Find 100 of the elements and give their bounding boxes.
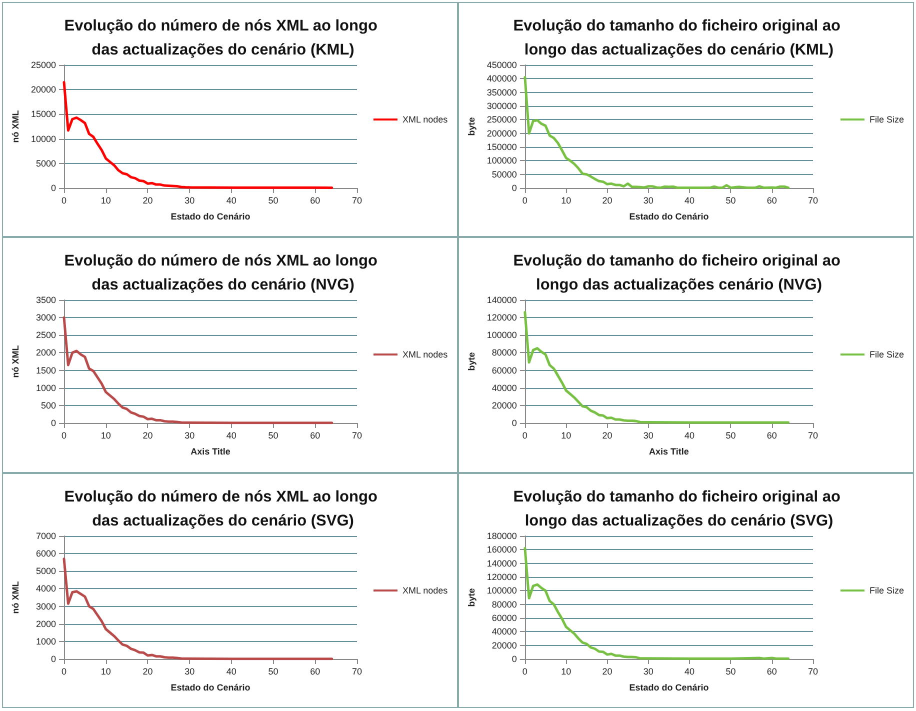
y-tick-label: 500 xyxy=(40,400,56,411)
y-tick-label: 3500 xyxy=(36,295,56,306)
y-tick-label: 40000 xyxy=(492,626,517,636)
y-tick-label: 60000 xyxy=(492,612,517,623)
y-tick-label: 1000 xyxy=(36,383,56,394)
x-tick-label: 50 xyxy=(268,430,278,441)
x-axis-title: Axis Title xyxy=(190,446,230,457)
x-tick-label: 60 xyxy=(310,196,320,206)
y-tick-label: 3000 xyxy=(36,312,56,323)
y-tick-label: 80000 xyxy=(492,598,517,609)
y-axis-title: nó XML xyxy=(10,110,20,143)
y-tick-label: 0 xyxy=(512,654,517,664)
x-tick-label: 0 xyxy=(61,666,67,676)
y-tick-label: 3000 xyxy=(36,600,56,611)
legend-label: File Size xyxy=(869,585,904,596)
y-tick-label: 120000 xyxy=(486,572,517,582)
x-tick-label: 70 xyxy=(352,430,362,441)
x-tick-label: 70 xyxy=(808,430,818,441)
y-tick-label: 5000 xyxy=(36,158,56,168)
y-axis-title: byte xyxy=(466,117,476,136)
y-tick-label: 150000 xyxy=(486,142,517,152)
x-tick-label: 30 xyxy=(184,196,195,206)
y-tick-label: 80000 xyxy=(492,348,517,358)
y-tick-label: 2000 xyxy=(36,348,56,358)
x-tick-label: 60 xyxy=(310,666,320,676)
y-axis-title: byte xyxy=(466,588,476,606)
y-tick-label: 160000 xyxy=(486,544,517,554)
y-tick-label: 0 xyxy=(512,418,517,428)
x-tick-label: 30 xyxy=(184,430,195,441)
y-tick-label: 200000 xyxy=(486,128,517,138)
line-series xyxy=(524,76,790,189)
x-axis-title: Estado do Cenário xyxy=(170,682,251,692)
y-tick-label: 0 xyxy=(50,418,56,428)
chart-title: Evolução do tamanho do ficheiro original ao longo das actualizações do cenário (KML) xyxy=(513,18,845,58)
x-tick-label: 70 xyxy=(352,666,362,676)
x-tick-label: 20 xyxy=(142,430,153,441)
y-tick-label: 1000 xyxy=(36,636,56,646)
x-tick-label: 30 xyxy=(643,196,654,206)
y-tick-label: 400000 xyxy=(486,74,517,84)
x-tick-label: 70 xyxy=(352,196,362,206)
x-tick-label: 0 xyxy=(61,196,67,206)
y-tick-label: 140000 xyxy=(486,295,517,306)
x-tick-label: 30 xyxy=(643,430,654,441)
y-tick-label: 250000 xyxy=(486,114,517,125)
x-tick-label: 0 xyxy=(61,430,67,441)
x-axis-title: Axis Title xyxy=(649,446,689,457)
x-tick-label: 50 xyxy=(268,666,278,676)
x-tick-label: 50 xyxy=(726,430,736,441)
legend-label: XML nodes xyxy=(402,350,448,360)
x-tick-label: 40 xyxy=(684,666,695,676)
chart-title: Evolução do número de nós XML ao longo das actualizações do cenário (KML) xyxy=(64,18,382,58)
y-tick-label: 5000 xyxy=(36,566,56,576)
x-tick-label: 0 xyxy=(522,666,528,676)
y-tick-label: 10000 xyxy=(30,134,56,144)
y-tick-label: 6000 xyxy=(36,548,56,558)
x-axis-title: Estado do Cenário xyxy=(629,212,710,222)
x-tick-label: 20 xyxy=(142,666,153,676)
y-tick-label: 20000 xyxy=(492,400,517,411)
y-tick-label: 7000 xyxy=(36,530,56,541)
x-tick-label: 50 xyxy=(726,666,736,676)
y-tick-label: 50000 xyxy=(492,169,517,180)
x-tick-label: 40 xyxy=(684,430,695,441)
y-tick-label: 0 xyxy=(50,654,56,664)
chart-title: Evolução do número de nós XML ao longo das actualizações do cenário (SVG) xyxy=(64,488,382,530)
y-tick-label: 0 xyxy=(512,183,517,193)
line-series xyxy=(524,546,790,660)
x-axis-title: Estado do Cenário xyxy=(170,212,251,222)
y-tick-label: 20000 xyxy=(492,640,517,650)
y-tick-label: 180000 xyxy=(486,530,517,541)
x-tick-label: 10 xyxy=(561,196,572,206)
x-tick-label: 30 xyxy=(643,666,654,676)
x-tick-label: 20 xyxy=(602,430,612,441)
x-tick-label: 20 xyxy=(602,666,612,676)
x-tick-label: 10 xyxy=(100,430,111,441)
y-tick-label: 120000 xyxy=(486,312,517,323)
y-tick-label: 2500 xyxy=(36,330,56,340)
x-tick-label: 40 xyxy=(226,430,236,441)
y-tick-label: 350000 xyxy=(486,87,517,98)
x-tick-label: 70 xyxy=(808,196,818,206)
x-tick-label: 10 xyxy=(561,430,572,441)
legend-label: File Size xyxy=(869,114,904,124)
y-tick-label: 15000 xyxy=(30,109,56,120)
x-tick-label: 30 xyxy=(184,666,195,676)
legend-label: XML nodes xyxy=(402,585,448,596)
y-tick-label: 100000 xyxy=(486,330,517,340)
y-tick-label: 450000 xyxy=(486,60,517,70)
x-tick-label: 60 xyxy=(766,196,777,206)
x-tick-label: 0 xyxy=(522,196,528,206)
line-series xyxy=(62,316,334,424)
y-axis-title: nó XML xyxy=(10,345,20,378)
x-tick-label: 70 xyxy=(808,666,818,676)
x-tick-label: 40 xyxy=(226,196,236,206)
x-tick-label: 40 xyxy=(226,666,236,676)
chart-title: Evolução do número de nós XML ao longo das actualizações do cenário (NVG) xyxy=(64,252,382,294)
line-series xyxy=(62,80,334,190)
y-tick-label: 2000 xyxy=(36,618,56,629)
legend-label: File Size xyxy=(869,350,904,360)
x-tick-label: 10 xyxy=(561,666,572,676)
x-tick-label: 50 xyxy=(268,196,278,206)
x-axis-title: Estado do Cenário xyxy=(629,682,710,692)
